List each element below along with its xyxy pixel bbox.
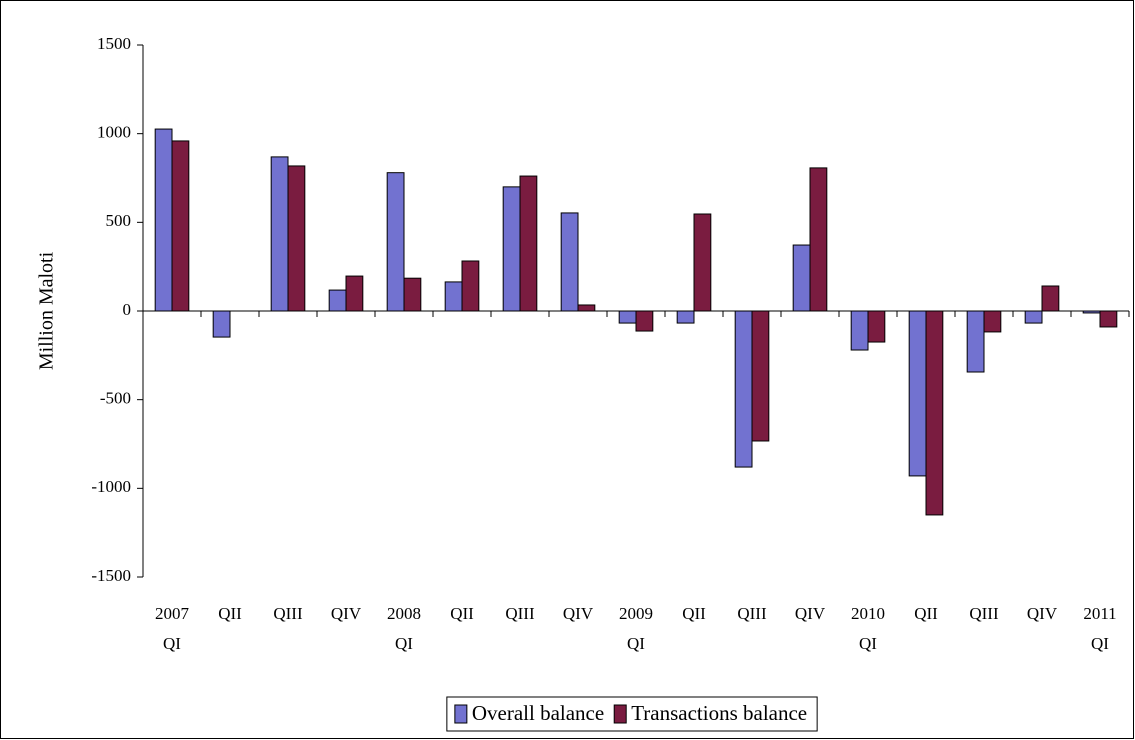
bar <box>925 310 944 516</box>
bar <box>212 310 231 338</box>
y-tick-label: -1000 <box>91 477 131 496</box>
bar <box>1041 285 1060 312</box>
x-tick-label: 2011 QI <box>1083 604 1116 653</box>
y-tick-label: -500 <box>100 389 131 408</box>
bar <box>444 281 463 312</box>
bar <box>519 175 538 312</box>
bar <box>983 310 1002 333</box>
x-tick-label: QIII <box>737 604 767 623</box>
bar <box>403 277 422 312</box>
x-tick-label: 2008 QI <box>387 604 421 653</box>
x-tick-label: QIV <box>795 604 826 623</box>
y-tick-label: 0 <box>123 300 132 319</box>
bar <box>966 310 985 373</box>
x-tick-label: QII <box>450 604 474 623</box>
x-tick-label: QIV <box>1027 604 1058 623</box>
bar <box>171 140 190 312</box>
legend-box <box>446 696 818 732</box>
legend-label: Transactions balance <box>631 701 807 725</box>
x-tick-label: 2010 QI <box>851 604 885 653</box>
bar <box>345 275 364 312</box>
bar <box>1082 310 1101 314</box>
bar <box>751 310 770 442</box>
x-tick-label: QIV <box>331 604 362 623</box>
bar <box>328 289 347 312</box>
bar <box>461 260 480 312</box>
legend-swatch <box>613 704 627 724</box>
x-tick-label: 2007 QI <box>155 604 190 653</box>
y-tick-label: 1500 <box>97 34 131 53</box>
y-tick-label: -1500 <box>91 566 131 585</box>
bar <box>809 167 828 312</box>
x-tick-label: QII <box>682 604 706 623</box>
bar <box>560 212 579 312</box>
x-tick-label: QIII <box>505 604 535 623</box>
bar <box>1099 310 1118 328</box>
bar <box>270 156 289 312</box>
x-tick-label: QIII <box>969 604 999 623</box>
x-tick-label: QII <box>914 604 938 623</box>
legend-label: Overall balance <box>472 701 604 725</box>
bar <box>676 310 695 324</box>
y-tick-label: 1000 <box>97 123 131 142</box>
bar <box>287 165 306 312</box>
bar <box>154 128 173 312</box>
bar <box>386 172 405 312</box>
x-tick-label: QIV <box>563 604 594 623</box>
x-tick-label: QIII <box>273 604 303 623</box>
bar <box>577 304 596 312</box>
bar <box>792 244 811 312</box>
x-tick-label: 2009 QI <box>619 604 653 653</box>
bar <box>734 310 753 468</box>
legend: Overall balance Transactions balance <box>446 696 818 732</box>
bar <box>618 310 637 324</box>
y-axis-label: Million Maloti <box>36 251 58 370</box>
bar <box>635 310 654 332</box>
bar <box>693 213 712 312</box>
bar <box>908 310 927 477</box>
legend-swatch <box>454 704 468 724</box>
bar <box>850 310 869 351</box>
bar <box>867 310 886 343</box>
bar <box>1024 310 1043 324</box>
y-tick-label: 500 <box>106 211 132 230</box>
bar <box>502 186 521 312</box>
x-tick-label: QII <box>218 604 242 623</box>
